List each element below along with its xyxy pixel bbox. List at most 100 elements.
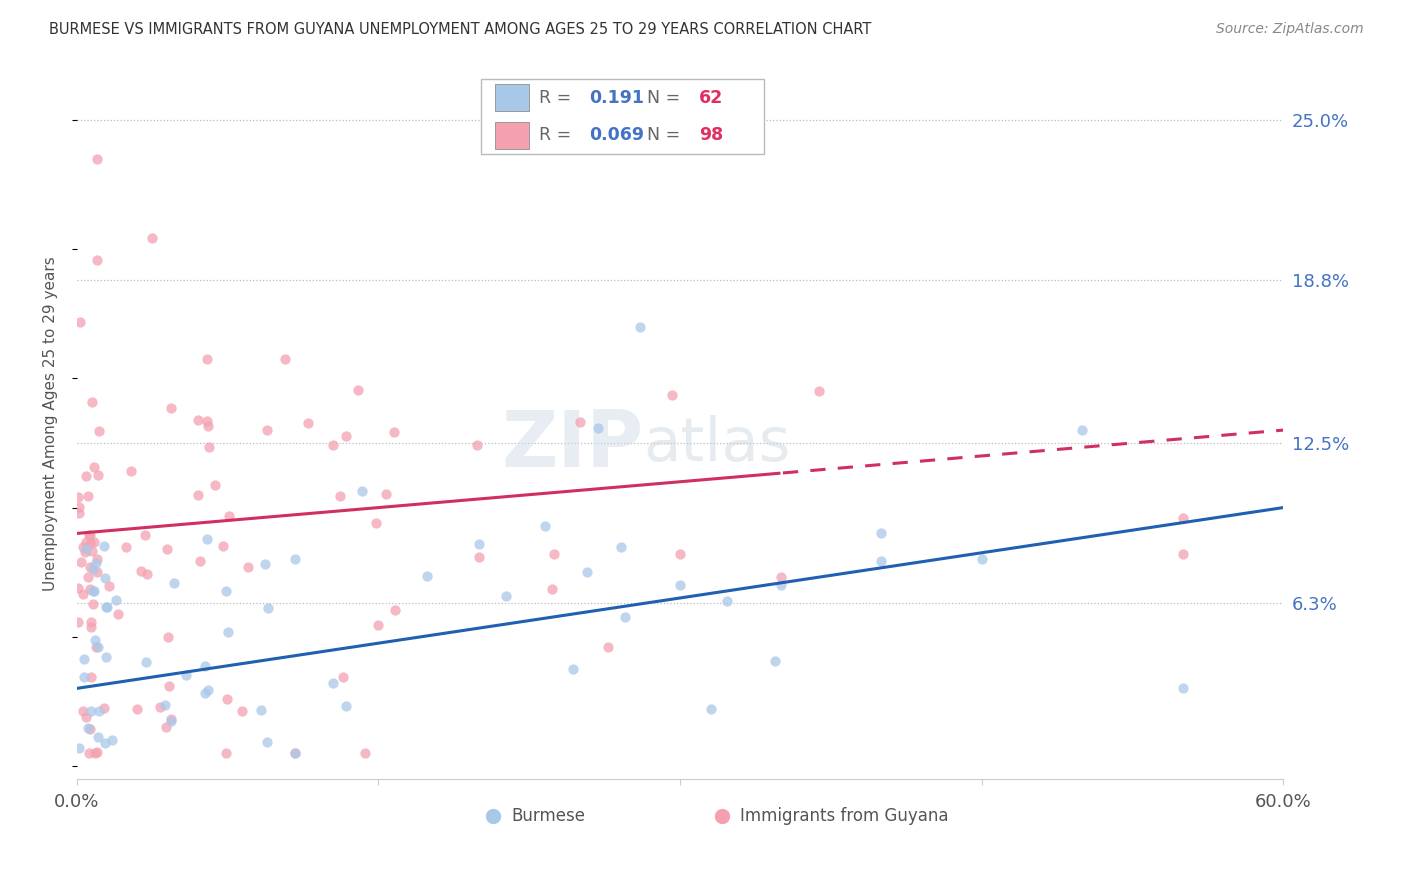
Text: BURMESE VS IMMIGRANTS FROM GUYANA UNEMPLOYMENT AMONG AGES 25 TO 29 YEARS CORRELA: BURMESE VS IMMIGRANTS FROM GUYANA UNEMPL…: [49, 22, 872, 37]
Point: [98, 579, 121, 593]
Point: [534, 519, 557, 533]
Text: Immigrants from Guyana: Immigrants from Guyana: [741, 806, 949, 825]
Point: [231, 704, 253, 718]
Point: [215, 746, 238, 760]
Point: [347, 383, 370, 397]
Point: [1171, 681, 1194, 696]
Point: [322, 438, 344, 452]
Point: [73, 670, 96, 684]
Point: [86, 745, 108, 759]
Point: [70, 554, 93, 568]
Point: [83, 535, 105, 549]
Point: [297, 416, 319, 430]
Point: [197, 414, 219, 428]
Point: [254, 557, 277, 571]
Point: [188, 554, 211, 568]
Point: [67, 740, 90, 755]
Point: [763, 654, 786, 668]
Point: [135, 655, 157, 669]
Point: [322, 676, 344, 690]
Point: [700, 702, 723, 716]
Point: [155, 721, 177, 735]
Point: [561, 662, 583, 676]
Point: [156, 541, 179, 556]
Point: [218, 509, 240, 524]
Point: [82, 562, 104, 576]
Point: [134, 528, 156, 542]
Point: [195, 532, 218, 546]
Point: [79, 722, 101, 736]
Point: [79, 670, 101, 684]
Point: [329, 489, 352, 503]
Point: [586, 421, 609, 435]
Point: [77, 528, 100, 542]
Point: [79, 527, 101, 541]
Point: [367, 618, 389, 632]
Point: [66, 615, 89, 629]
Point: [67, 507, 90, 521]
Point: [194, 659, 217, 673]
Point: [495, 589, 517, 603]
Point: [468, 549, 491, 564]
Point: [114, 540, 136, 554]
Point: [576, 566, 599, 580]
Point: [160, 714, 183, 728]
Point: [1171, 547, 1194, 561]
Point: [75, 541, 97, 556]
Point: [236, 559, 259, 574]
Point: [93, 700, 115, 714]
Point: [69, 314, 91, 328]
Point: [156, 631, 179, 645]
Point: [83, 632, 105, 647]
Point: [87, 730, 110, 744]
Point: [79, 560, 101, 574]
Text: N =: N =: [648, 126, 686, 145]
Point: [86, 152, 108, 166]
Point: [72, 704, 94, 718]
Text: 0.069: 0.069: [589, 126, 644, 145]
Point: [256, 735, 278, 749]
Point: [155, 698, 177, 713]
Point: [89, 424, 111, 438]
Point: [86, 252, 108, 267]
Point: [366, 516, 388, 531]
Y-axis label: Unemployment Among Ages 25 to 29 years: Unemployment Among Ages 25 to 29 years: [44, 256, 58, 591]
Point: [94, 649, 117, 664]
Point: [77, 746, 100, 760]
Text: 0.191: 0.191: [589, 89, 644, 107]
Point: [83, 459, 105, 474]
Point: [93, 571, 115, 585]
Point: [257, 600, 280, 615]
Point: [120, 464, 142, 478]
Point: [543, 547, 565, 561]
Point: [416, 569, 439, 583]
Point: [197, 683, 219, 698]
Point: [187, 413, 209, 427]
Point: [80, 620, 103, 634]
Point: [72, 540, 94, 554]
Point: [87, 704, 110, 718]
Point: [96, 599, 118, 614]
Point: [354, 746, 377, 760]
Text: atlas: atlas: [644, 416, 792, 475]
Point: [174, 667, 197, 681]
Point: [105, 593, 128, 607]
Point: [870, 526, 893, 541]
Point: [77, 490, 100, 504]
Point: [274, 351, 297, 366]
Point: [86, 467, 108, 482]
Point: [73, 651, 96, 665]
Point: [77, 570, 100, 584]
Point: [94, 735, 117, 749]
Point: [610, 540, 633, 554]
Text: R =: R =: [538, 89, 576, 107]
Point: [79, 704, 101, 718]
Point: [769, 570, 792, 584]
Point: [84, 557, 107, 571]
Point: [136, 567, 159, 582]
Text: Source: ZipAtlas.com: Source: ZipAtlas.com: [1216, 22, 1364, 37]
Point: [628, 319, 651, 334]
Point: [598, 640, 620, 655]
Point: [83, 746, 105, 760]
Point: [159, 401, 181, 416]
